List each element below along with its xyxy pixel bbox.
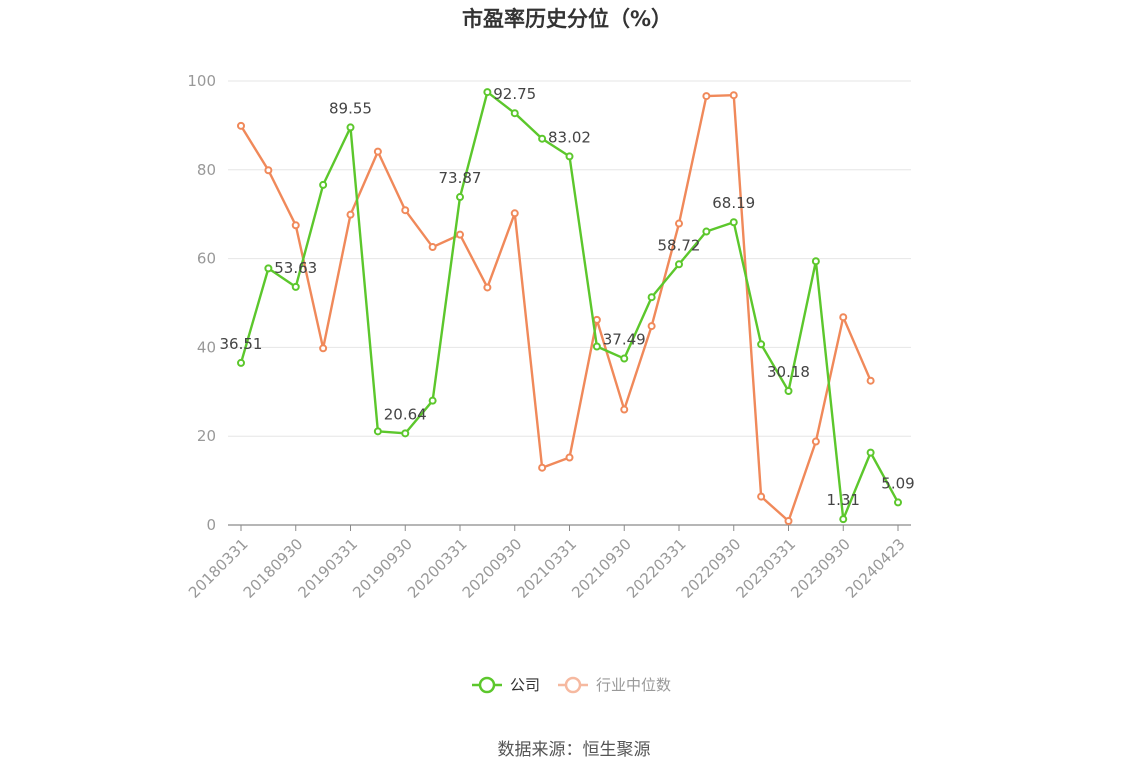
data-point[interactable] bbox=[866, 448, 875, 457]
data-point[interactable] bbox=[839, 313, 848, 322]
data-point[interactable] bbox=[456, 193, 464, 202]
data-point[interactable] bbox=[483, 283, 492, 292]
data-label: 73.87 bbox=[439, 169, 482, 187]
data-point[interactable] bbox=[675, 219, 683, 228]
data-point[interactable] bbox=[894, 498, 902, 507]
data-point[interactable] bbox=[729, 91, 738, 100]
data-labels: 36.51 53.63 89.55 20.64 73.87 92.75 83.02 37.49… bbox=[220, 85, 915, 509]
data-point[interactable] bbox=[811, 437, 820, 446]
data-label: 92.75 bbox=[493, 85, 536, 103]
legend-marker-icon bbox=[564, 676, 582, 694]
y-tick-label: 80 bbox=[197, 161, 216, 179]
data-point[interactable] bbox=[346, 123, 355, 132]
legend-item-company[interactable]: 公司 bbox=[472, 676, 540, 694]
data-point[interactable] bbox=[675, 260, 683, 269]
data-point[interactable] bbox=[702, 92, 711, 101]
data-label: 5.09 bbox=[881, 474, 914, 492]
data-label: 1.31 bbox=[827, 491, 860, 509]
data-point[interactable] bbox=[264, 264, 273, 273]
data-point[interactable] bbox=[538, 463, 547, 472]
y-tick-label: 0 bbox=[206, 516, 216, 534]
data-label: 30.18 bbox=[767, 363, 810, 381]
data-point[interactable] bbox=[401, 429, 410, 438]
data-point[interactable] bbox=[401, 206, 410, 215]
data-point[interactable] bbox=[428, 396, 437, 405]
data-label: 20.64 bbox=[384, 405, 427, 423]
data-point[interactable] bbox=[264, 166, 273, 175]
data-point[interactable] bbox=[647, 322, 656, 331]
x-axis: 2018033120180930201903312019093020200331… bbox=[185, 524, 911, 602]
data-label: 58.72 bbox=[658, 236, 701, 254]
data-point[interactable] bbox=[866, 376, 875, 385]
data-point[interactable] bbox=[346, 210, 355, 219]
data-point[interactable] bbox=[291, 221, 300, 230]
legend-item-industry-median[interactable]: 行业中位数 bbox=[558, 676, 671, 694]
y-tick-label: 20 bbox=[197, 427, 216, 445]
data-point[interactable] bbox=[784, 517, 793, 526]
data-point[interactable] bbox=[456, 230, 464, 239]
data-point[interactable] bbox=[811, 257, 820, 266]
data-source: 数据来源：恒生聚源 bbox=[498, 740, 651, 760]
legend-marker-icon bbox=[478, 676, 496, 694]
data-point[interactable] bbox=[757, 492, 766, 501]
data-point[interactable] bbox=[839, 515, 848, 524]
data-point[interactable] bbox=[428, 243, 437, 252]
legend-label: 行业中位数 bbox=[596, 676, 671, 694]
data-point[interactable] bbox=[483, 88, 492, 97]
data-point[interactable] bbox=[510, 109, 519, 118]
data-point[interactable] bbox=[757, 340, 766, 349]
data-label: 36.51 bbox=[220, 335, 263, 353]
data-point[interactable] bbox=[291, 282, 300, 291]
data-point[interactable] bbox=[510, 209, 519, 218]
data-point[interactable] bbox=[237, 358, 245, 367]
series-industry-median bbox=[237, 91, 875, 526]
series-group bbox=[237, 88, 902, 526]
y-axis: 0 20 40 60 80 100 bbox=[187, 72, 216, 534]
data-label: 53.63 bbox=[274, 259, 317, 277]
data-point[interactable] bbox=[319, 180, 328, 189]
data-point[interactable] bbox=[373, 427, 382, 436]
data-point[interactable] bbox=[319, 344, 328, 353]
data-point[interactable] bbox=[729, 218, 738, 227]
y-tick-label: 40 bbox=[197, 338, 216, 356]
series-line bbox=[239, 94, 872, 523]
data-label: 89.55 bbox=[329, 99, 372, 117]
data-label: 37.49 bbox=[603, 331, 646, 349]
data-label: 68.19 bbox=[712, 194, 755, 212]
legend[interactable]: 公司 行业中位数 bbox=[472, 676, 671, 694]
x-tick-label: 20240423 bbox=[842, 535, 909, 602]
y-tick-label: 60 bbox=[197, 250, 216, 268]
data-point[interactable] bbox=[702, 227, 711, 236]
data-point[interactable] bbox=[647, 293, 656, 302]
y-tick-label: 100 bbox=[187, 72, 216, 90]
data-point[interactable] bbox=[620, 354, 629, 363]
data-point[interactable] bbox=[237, 121, 245, 130]
legend-label: 公司 bbox=[510, 676, 540, 694]
data-point[interactable] bbox=[592, 315, 601, 324]
data-point[interactable] bbox=[784, 387, 793, 396]
data-point[interactable] bbox=[620, 405, 629, 414]
data-point[interactable] bbox=[565, 453, 574, 462]
series-company bbox=[237, 88, 902, 524]
chart-title: 市盈率历史分位（%） bbox=[462, 7, 672, 31]
data-label: 83.02 bbox=[548, 128, 591, 146]
data-point[interactable] bbox=[565, 152, 574, 161]
data-point[interactable] bbox=[538, 134, 547, 143]
data-point[interactable] bbox=[592, 342, 601, 351]
data-point[interactable] bbox=[373, 147, 382, 156]
